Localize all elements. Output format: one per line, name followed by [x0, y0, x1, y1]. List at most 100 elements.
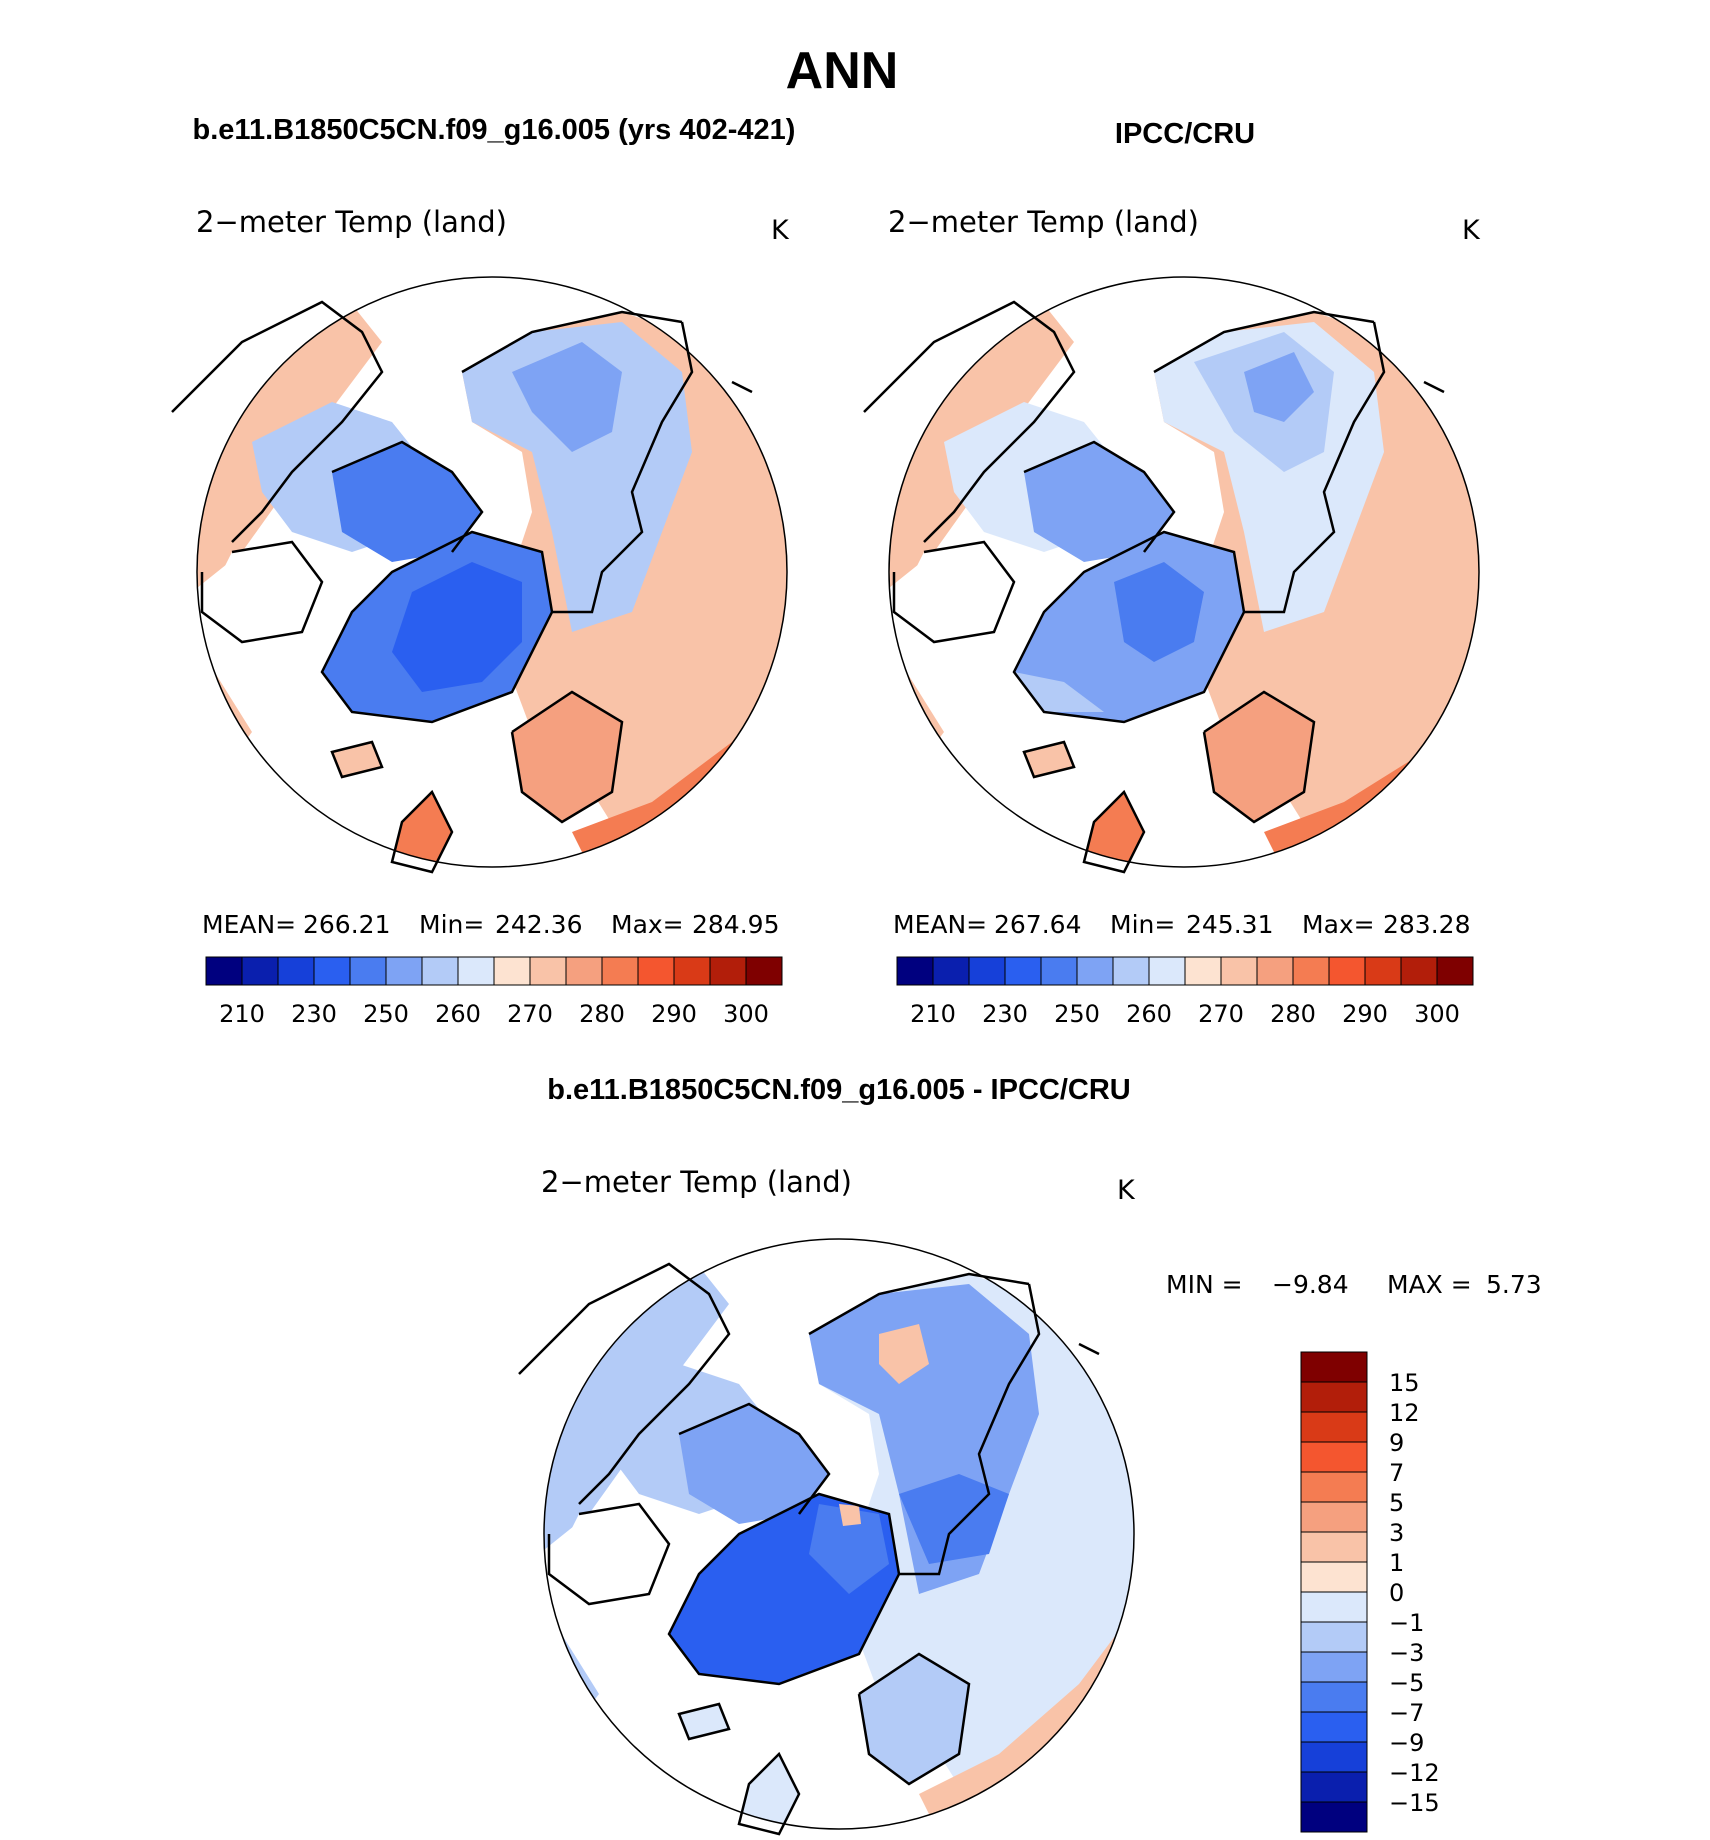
colorbar-swatch [1148, 956, 1186, 986]
panel-obs-stats: MEAN= 267.64 Min= 245.31 Max= 283.28 [893, 910, 1470, 939]
colorbar-tick-label: 230 [982, 1000, 1028, 1028]
colorbar-swatch [529, 956, 567, 986]
stat-mean-label: MEAN= [893, 910, 987, 939]
colorbar-swatch [1300, 1711, 1368, 1743]
colorbar-swatch [1300, 1801, 1368, 1833]
panel-obs-variable: 2−meter Temp (land) [888, 205, 1199, 239]
colorbar-difference [1300, 1351, 1368, 1833]
colorbar-tick-label: −7 [1389, 1699, 1424, 1727]
difference-heading: b.e11.B1850C5CN.f09_g16.005 - IPCC/CRU [547, 1074, 1130, 1106]
colorbar-tick-label: 210 [910, 1000, 956, 1028]
coastlines [171, 300, 753, 874]
polar-map-model [171, 276, 788, 874]
colorbar-tick-label: 15 [1389, 1369, 1420, 1397]
colorbar-swatch [1364, 956, 1402, 986]
colorbar-swatch [1300, 1471, 1368, 1503]
colorbar-swatch [673, 956, 711, 986]
colorbar-swatch [1300, 1351, 1368, 1383]
colorbar-tick-label: −1 [1389, 1609, 1424, 1637]
stat-min-value: 242.36 [495, 910, 582, 939]
colorbar-tick-label: −15 [1389, 1789, 1440, 1817]
colorbar-tick-label: 280 [1270, 1000, 1316, 1028]
colorbar-swatch [205, 956, 243, 986]
colorbar-swatch [709, 956, 747, 986]
diff-min-label: MIN = [1166, 1270, 1243, 1299]
colorbar-tick-label: 290 [1342, 1000, 1388, 1028]
colorbar-swatch [1184, 956, 1222, 986]
stat-min-label: Min= [419, 910, 484, 939]
colorbar-swatch [457, 956, 495, 986]
stat-mean-value: 267.64 [994, 910, 1081, 939]
diff-max-label: MAX = [1387, 1270, 1472, 1299]
colorbar-swatch [1076, 956, 1114, 986]
colorbar-swatch [1300, 1531, 1368, 1563]
colorbar-tick-label: 300 [723, 1000, 769, 1028]
colorbar-tick-label: 5 [1389, 1489, 1404, 1517]
colorbar-swatch [1220, 956, 1258, 986]
land-fill-uk [392, 792, 452, 867]
colorbar-swatch [421, 956, 459, 986]
colorbar-tick-label: −5 [1389, 1669, 1424, 1697]
stat-mean-label: MEAN= [202, 910, 296, 939]
difference-units: K [1117, 1175, 1136, 1206]
colorbar-tick-label: −3 [1389, 1639, 1424, 1667]
colorbar-model-ticks: 210 230 250 260 270 280 290 300 [219, 1000, 769, 1028]
colorbar-swatch [968, 956, 1006, 986]
colorbar-swatch [1300, 1621, 1368, 1653]
colorbar-swatch [1300, 1561, 1368, 1593]
colorbar-swatch [1300, 1411, 1368, 1443]
colorbar-swatch [241, 956, 279, 986]
coastlines [863, 300, 1445, 874]
panel-model-stats: MEAN= 266.21 Min= 242.36 Max= 284.95 [202, 910, 779, 939]
colorbar-swatch [277, 956, 315, 986]
colorbar-swatch [1300, 1681, 1368, 1713]
colorbar-swatch [1400, 956, 1438, 986]
colorbar-swatch [1300, 1381, 1368, 1413]
colorbar-tick-label: 290 [651, 1000, 697, 1028]
colorbar-tick-label: 260 [1126, 1000, 1172, 1028]
colorbar-swatch [493, 956, 531, 986]
land-fill-iceland [332, 742, 382, 777]
colorbar-swatch [1004, 956, 1042, 986]
colorbar-tick-label: 260 [435, 1000, 481, 1028]
colorbar-swatch [1300, 1501, 1368, 1533]
diff-max-value: 5.73 [1486, 1270, 1542, 1299]
colorbar-tick-label: −12 [1389, 1759, 1440, 1787]
stat-max-value: 284.95 [692, 910, 779, 939]
difference-variable: 2−meter Temp (land) [541, 1165, 852, 1199]
colorbar-swatch [385, 956, 423, 986]
land-fill-scandinavia [512, 692, 622, 822]
colorbar-swatch [1256, 956, 1294, 986]
diff-min-value: −9.84 [1272, 1270, 1349, 1299]
colorbar-obs-ticks: 210 230 250 260 270 280 290 300 [910, 1000, 1460, 1028]
colorbar-tick-label: 280 [579, 1000, 625, 1028]
page-title: ANN [786, 42, 899, 100]
colorbar-swatch [565, 956, 603, 986]
panel-model-heading: b.e11.B1850C5CN.f09_g16.005 (yrs 402-421… [193, 114, 796, 146]
colorbar-tick-label: 12 [1389, 1399, 1420, 1427]
panel-model-variable: 2−meter Temp (land) [196, 205, 507, 239]
colorbar-swatch [1300, 1771, 1368, 1803]
colorbar-swatch [1300, 1441, 1368, 1473]
colorbar-swatch [1040, 956, 1078, 986]
difference-minmax: MIN = −9.84 MAX = 5.73 [1166, 1270, 1542, 1299]
colorbar-tick-label: 230 [291, 1000, 337, 1028]
stat-max-label: Max= [611, 910, 684, 939]
panel-obs-units: K [1462, 215, 1481, 246]
land-fill-siberia [462, 322, 692, 632]
colorbar-swatch [1112, 956, 1150, 986]
colorbar-tick-label: 1 [1389, 1549, 1404, 1577]
colorbar-swatch [601, 956, 639, 986]
colorbar-tick-label: 300 [1414, 1000, 1460, 1028]
land-fill-hudson [202, 542, 322, 642]
colorbar-swatch [745, 956, 783, 986]
stat-max-label: Max= [1302, 910, 1375, 939]
colorbar-swatch [1300, 1651, 1368, 1683]
colorbar-tick-label: 3 [1389, 1519, 1404, 1547]
land-fill-siberia-core [512, 342, 622, 452]
land-fill-archipelago [332, 442, 482, 562]
colorbar-swatch [896, 956, 934, 986]
colorbar-tick-label: 9 [1389, 1429, 1404, 1457]
colorbar-swatch [1300, 1591, 1368, 1623]
